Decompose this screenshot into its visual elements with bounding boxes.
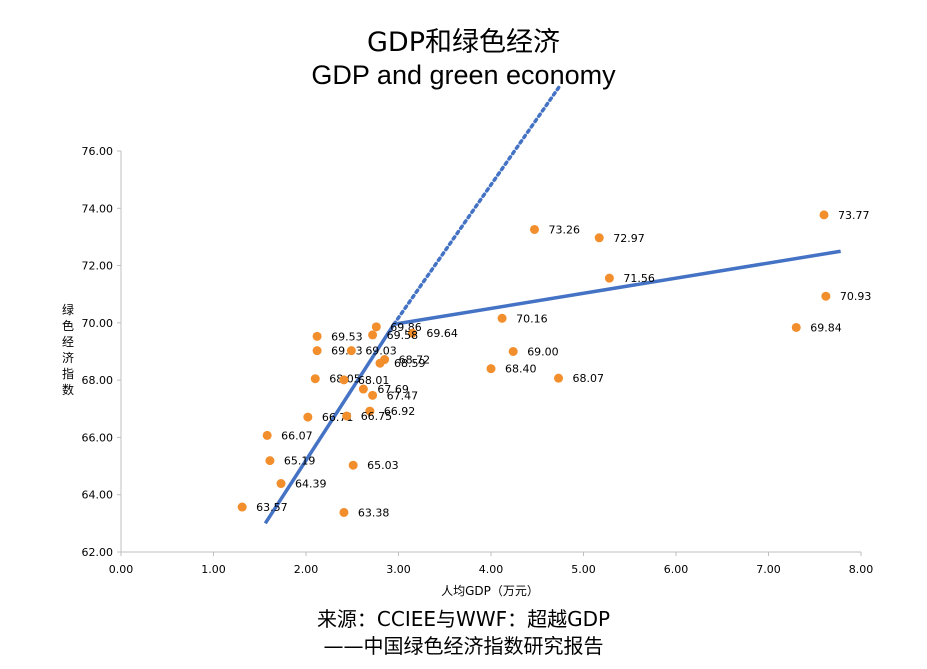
y-tick-label: 64.00 (82, 489, 114, 502)
data-point (508, 347, 518, 356)
data-point (342, 411, 352, 421)
data-point (791, 322, 801, 332)
data-label: 72.97 (613, 232, 645, 245)
data-point (310, 374, 320, 384)
data-label: 68.01 (358, 374, 390, 387)
data-label: 69.53 (331, 330, 363, 343)
data-label: 69.84 (810, 321, 842, 334)
data-label: 69.00 (527, 346, 559, 359)
data-label: 71.56 (623, 272, 655, 285)
y-tick-label: 74.00 (82, 202, 114, 215)
data-label: 69.58 (387, 329, 419, 342)
data-point (604, 273, 614, 283)
data-point (819, 210, 829, 220)
data-label: 68.07 (573, 372, 605, 385)
data-label: 65.03 (367, 459, 399, 472)
data-label: 69.03 (365, 345, 397, 358)
x-tick-label: 5.00 (571, 563, 596, 576)
x-tick-label: 4.00 (479, 563, 504, 576)
data-label: 63.38 (358, 506, 390, 519)
extrapolated-trend-line (392, 85, 563, 327)
low-gdp-trend-line (263, 323, 396, 525)
data-label: 67.69 (377, 383, 409, 396)
chart-title: GDP和绿色经济 (367, 27, 560, 58)
x-tick-label: 7.00 (756, 563, 781, 576)
data-label: 68.40 (505, 363, 537, 376)
data-point (262, 430, 272, 440)
data-label: 65.19 (284, 455, 316, 468)
data-label: 69.64 (426, 327, 458, 340)
high-gdp-trend-line (393, 249, 841, 327)
data-point (346, 346, 356, 356)
data-label: 66.92 (384, 405, 416, 418)
data-point (265, 456, 275, 466)
data-label: 70.93 (840, 290, 872, 303)
y-tick-label: 70.00 (82, 317, 114, 330)
data-label: 73.26 (548, 223, 580, 236)
data-label: 69.03 (331, 345, 363, 358)
y-tick-label: 76.00 (82, 145, 114, 158)
source-line-1: 来源：CCIEE与WWF：超越GDP (316, 607, 611, 631)
data-label: 73.77 (838, 209, 870, 222)
data-point (407, 328, 417, 338)
x-tick-label: 1.00 (201, 563, 226, 576)
chart-subtitle: GDP and green economy (311, 60, 616, 90)
y-axis-label: 绿色经济指数 (61, 303, 74, 397)
data-point (375, 358, 385, 368)
data-point (554, 373, 564, 383)
y-tick-label: 72.00 (82, 260, 114, 273)
data-label: 66.07 (281, 429, 313, 442)
x-tick-label: 6.00 (664, 563, 689, 576)
data-point (821, 291, 831, 301)
data-point (312, 331, 322, 341)
x-tick-label: 3.00 (386, 563, 411, 576)
data-label: 63.57 (256, 501, 288, 514)
data-label: 68.59 (394, 357, 426, 370)
x-tick-label: 0.00 (109, 563, 134, 576)
data-point (594, 233, 604, 243)
data-label: 68.72 (399, 354, 431, 367)
x-tick-label: 8.00 (849, 563, 874, 576)
x-tick-label: 2.00 (294, 563, 319, 576)
data-point (358, 384, 368, 394)
data-label: 67.47 (387, 389, 419, 402)
data-point (368, 330, 378, 340)
data-label: 66.75 (361, 410, 393, 423)
data-point (368, 390, 378, 400)
y-tick-label: 62.00 (82, 546, 114, 559)
data-point (371, 322, 381, 332)
data-point (312, 346, 322, 356)
data-point (276, 479, 286, 489)
data-point (303, 412, 313, 422)
data-point (339, 507, 349, 517)
source-line-2: ——中国绿色经济指数研究报告 (323, 634, 604, 658)
data-point (237, 502, 247, 512)
data-point (348, 460, 358, 470)
data-label: 64.39 (295, 478, 327, 491)
data-point (486, 364, 496, 374)
y-tick-label: 68.00 (82, 374, 114, 387)
data-point (339, 375, 349, 385)
data-point (529, 224, 539, 234)
data-label: 70.16 (516, 312, 548, 325)
data-point (365, 406, 375, 416)
x-axis-label: 人均GDP（万元） (441, 584, 539, 598)
y-tick-label: 66.00 (82, 431, 114, 444)
data-point (497, 313, 507, 323)
